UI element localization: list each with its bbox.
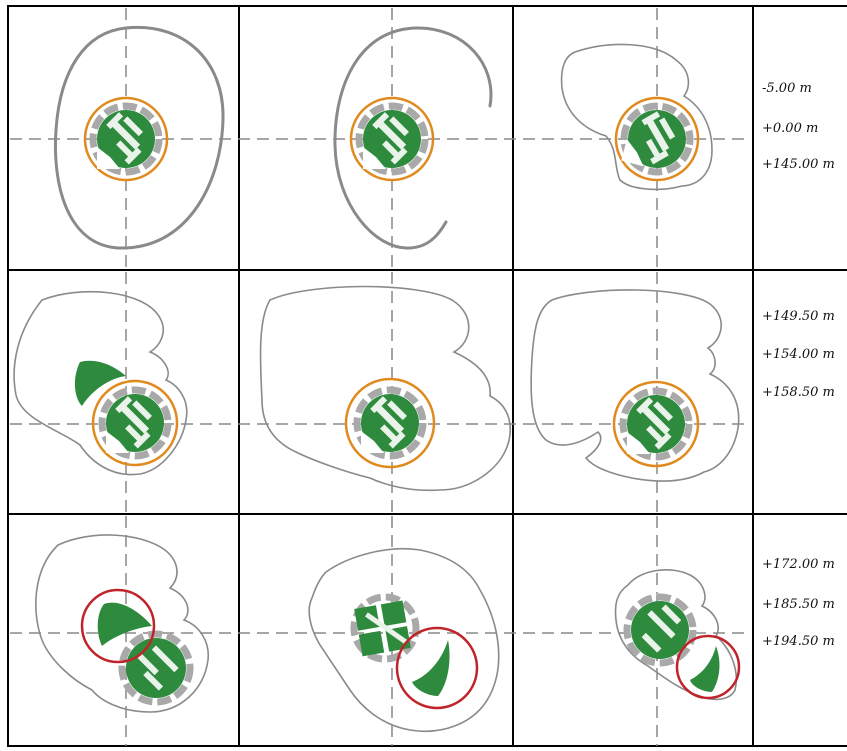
plan-level-2-3 <box>530 289 740 482</box>
plan-level-3-2 <box>308 547 500 733</box>
plan-level-3-1 <box>35 534 209 713</box>
plan-level-1-3 <box>560 43 713 191</box>
elevation-label: +185.50 m <box>762 597 835 612</box>
elevation-label: +0.00 m <box>762 121 819 136</box>
elevation-label: +172.00 m <box>762 557 835 572</box>
plan-level-1-2 <box>333 26 493 250</box>
elevation-label: +149.50 m <box>762 309 835 324</box>
plan-level-1-1 <box>53 25 225 250</box>
plan-level-2-2 <box>259 285 512 492</box>
grid-frame <box>7 5 847 747</box>
elevation-label: +158.50 m <box>762 385 835 400</box>
elevation-label: +194.50 m <box>762 634 835 649</box>
elevation-label: +154.00 m <box>762 347 835 362</box>
elevation-label: -5.00 m <box>762 81 812 96</box>
plan-level-2-1 <box>13 290 188 476</box>
elevation-label: +145.00 m <box>762 157 835 172</box>
plan-level-3-3 <box>614 569 741 701</box>
